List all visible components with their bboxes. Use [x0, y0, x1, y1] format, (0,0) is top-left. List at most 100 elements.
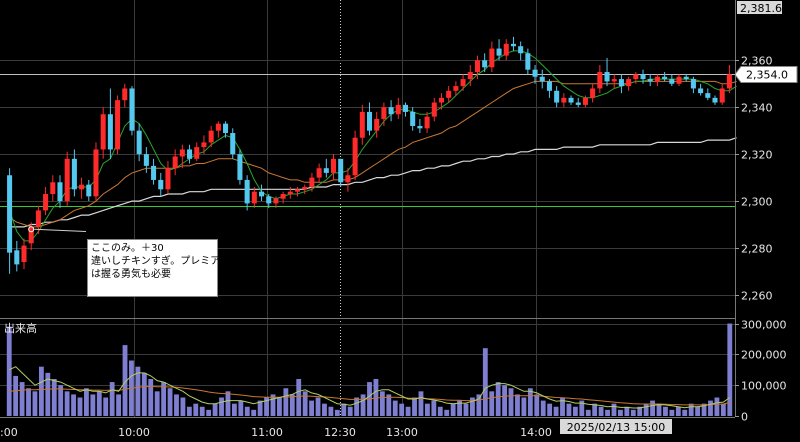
volume-bar — [515, 394, 520, 416]
axes: 出来高 2,260 2,280 2,300 2,320 2,340 2,360 0 100,0… — [0, 0, 787, 439]
candle — [201, 135, 207, 155]
candle — [345, 168, 351, 192]
candle — [50, 175, 56, 202]
volume-bar — [708, 400, 713, 416]
volume-bar — [579, 400, 585, 416]
volume-panel — [6, 323, 733, 416]
volume-bar — [283, 388, 289, 416]
volume-bar — [553, 406, 559, 416]
candle — [309, 172, 315, 192]
volume-bar — [444, 409, 450, 416]
ma-medium-line — [9, 80, 737, 228]
candle-body — [273, 198, 279, 204]
candle-body — [338, 158, 344, 183]
candle — [712, 95, 718, 105]
candle — [366, 102, 373, 136]
candle-body — [266, 196, 272, 204]
volume-bar — [431, 400, 437, 416]
candle — [726, 64, 732, 94]
candle-body — [489, 48, 495, 68]
volume-ma-a-line — [8, 366, 731, 409]
candle — [115, 95, 121, 155]
volume-bar — [598, 406, 604, 416]
volume-bar — [51, 379, 57, 416]
candle — [129, 86, 135, 136]
volume-bar — [682, 409, 688, 416]
candle — [410, 107, 416, 131]
volume-bar — [341, 403, 347, 416]
volume-bar — [315, 397, 321, 416]
candle-body — [366, 111, 373, 131]
candle-body — [662, 76, 668, 80]
candle — [698, 83, 704, 96]
volume-bar — [450, 403, 456, 416]
volume-bar — [392, 400, 398, 416]
candle-body — [590, 88, 596, 98]
candle — [136, 123, 142, 162]
volume-bar — [309, 400, 315, 416]
candle-body — [223, 123, 229, 134]
candle-body — [345, 175, 351, 183]
volume-bar — [135, 366, 141, 416]
candle — [518, 41, 524, 61]
candle-body — [719, 88, 725, 103]
volume-bar — [225, 391, 231, 416]
volume-bar — [180, 397, 186, 416]
volume-bar — [244, 406, 250, 416]
candle — [194, 142, 200, 162]
volume-bar — [103, 397, 109, 416]
volume-panel-title: 出来高 — [4, 321, 37, 335]
volume-bar — [289, 394, 295, 416]
candle-body — [510, 43, 516, 47]
volume-bar — [45, 372, 51, 416]
candle — [683, 74, 689, 82]
volume-bar — [58, 385, 64, 416]
volume-bar — [405, 406, 411, 416]
candle — [554, 86, 560, 108]
volume-tick-label: 300,000 — [741, 319, 787, 332]
volume-bar — [77, 397, 83, 416]
volume-bar — [399, 403, 405, 416]
candle — [100, 107, 106, 159]
volume-bar — [720, 403, 726, 416]
volume-bar — [701, 403, 707, 416]
candle — [690, 76, 696, 94]
time-axis-label: 11:00 — [251, 426, 283, 439]
volume-bar — [560, 397, 565, 416]
price-tick-label: 2,320 — [741, 149, 773, 162]
candle-body — [698, 88, 704, 94]
volume-bar — [238, 400, 244, 416]
candle-body — [244, 179, 250, 204]
volume-bar — [199, 406, 205, 416]
candle — [208, 125, 214, 148]
candle-body — [532, 69, 538, 77]
candle — [359, 104, 365, 145]
volume-bar — [354, 397, 360, 416]
candle-body — [626, 79, 632, 87]
volume-bar — [489, 391, 495, 416]
volume-bar — [508, 388, 514, 416]
volume-bar — [277, 397, 282, 416]
candle-body — [165, 168, 171, 190]
volume-bar — [643, 403, 649, 416]
annotation-note: ここのみ。＋30 違いしチキンすぎ。プレミア は握る勇気も必要 — [87, 239, 220, 297]
volume-bar — [174, 394, 179, 416]
volume-bar — [650, 400, 655, 416]
candle-body — [7, 175, 13, 253]
last-price-label: 2,354.0 — [746, 69, 788, 82]
volume-bar — [412, 397, 417, 416]
candle-body — [86, 184, 92, 197]
candle-body — [64, 158, 70, 202]
candle-body — [374, 118, 380, 131]
candle — [510, 36, 516, 51]
candle-body — [467, 72, 473, 80]
candle — [165, 161, 171, 195]
candle-body — [143, 154, 149, 166]
candle-body — [100, 114, 106, 150]
candle — [482, 53, 488, 73]
volume-bar — [26, 388, 31, 416]
candle — [640, 69, 646, 84]
high-price-bg — [737, 1, 782, 14]
candle — [215, 121, 221, 138]
candle — [338, 158, 344, 187]
